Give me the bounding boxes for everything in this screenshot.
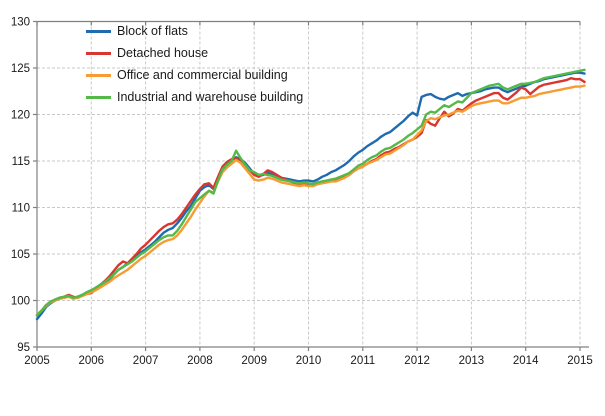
legend-label: Office and commercial building	[117, 68, 288, 82]
legend-swatch	[86, 52, 111, 55]
series-line-industrial-and-warehouse-building	[35, 68, 586, 317]
x-tick-label: 2012	[404, 355, 430, 367]
series-line-detached-house	[35, 77, 586, 317]
legend-label: Industrial and warehouse building	[117, 90, 304, 104]
y-tick-label: 125	[11, 63, 30, 75]
y-tick-label: 115	[12, 156, 30, 168]
y-tick-label: 95	[17, 342, 30, 354]
legend-item: Block of flats	[86, 23, 303, 40]
x-tick-label: 2007	[133, 355, 159, 367]
series-line-block-of-flats	[35, 71, 586, 321]
x-tick-label: 2011	[350, 355, 375, 367]
x-tick-label: 2015	[567, 355, 593, 367]
chart-legend: Block of flats Detached house Office and c…	[86, 23, 303, 106]
x-tick-label: 2005	[24, 355, 50, 367]
legend-item: Office and commercial building	[86, 67, 303, 84]
legend-label: Block of flats	[117, 24, 188, 38]
legend-item: Industrial and warehouse building	[86, 89, 303, 106]
legend-swatch	[86, 74, 111, 77]
x-tick-label: 2006	[79, 355, 105, 367]
y-tick-label: 110	[12, 203, 30, 215]
legend-label: Detached house	[117, 46, 209, 60]
legend-swatch	[86, 96, 111, 99]
y-tick-label: 120	[11, 110, 30, 122]
x-tick-label: 2009	[241, 355, 267, 367]
legend-swatch	[86, 30, 111, 33]
y-tick-label: 105	[11, 249, 30, 261]
x-tick-label: 2013	[459, 355, 485, 367]
legend-item: Detached house	[86, 45, 303, 62]
series-line-office-and-commercial-building	[35, 84, 586, 316]
x-tick-label: 2014	[513, 355, 539, 367]
x-tick-label: 2008	[187, 355, 213, 367]
y-tick-label: 100	[11, 296, 30, 308]
x-tick-label: 2010	[296, 355, 322, 367]
y-tick-label: 130	[11, 17, 30, 29]
